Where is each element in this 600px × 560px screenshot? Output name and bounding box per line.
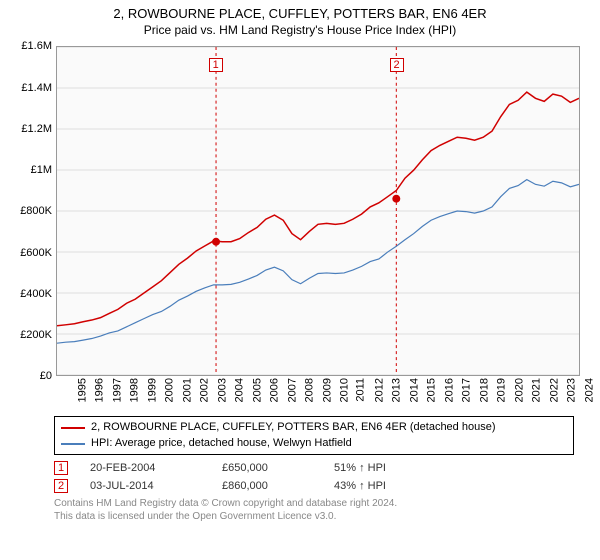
- legend-item: 2, ROWBOURNE PLACE, CUFFLEY, POTTERS BAR…: [61, 420, 567, 435]
- x-tick-label: 2013: [391, 378, 403, 402]
- legend-label: HPI: Average price, detached house, Welw…: [91, 436, 352, 451]
- x-tick-label: 2002: [199, 378, 211, 402]
- legend-item: HPI: Average price, detached house, Welw…: [61, 436, 567, 451]
- y-tick-label: £200K: [12, 329, 52, 341]
- x-tick-label: 2021: [531, 378, 543, 402]
- x-tick-label: 1995: [76, 378, 88, 402]
- y-tick-label: £1.4M: [12, 82, 52, 94]
- x-tick-label: 2006: [269, 378, 281, 402]
- sale-hpi: 51% ↑ HPI: [334, 462, 434, 474]
- sale-row: 2 03-JUL-2014 £860,000 43% ↑ HPI: [54, 479, 588, 493]
- sale-date: 03-JUL-2014: [90, 480, 200, 492]
- x-tick-label: 2009: [321, 378, 333, 402]
- x-tick-label: 2008: [304, 378, 316, 402]
- plot-region: [56, 46, 580, 376]
- x-tick-label: 2024: [583, 378, 595, 402]
- x-tick-label: 1997: [111, 378, 123, 402]
- x-tick-label: 1999: [146, 378, 158, 402]
- chart-container: 2, ROWBOURNE PLACE, CUFFLEY, POTTERS BAR…: [0, 0, 600, 560]
- x-tick-label: 2011: [355, 378, 367, 402]
- sale-price: £860,000: [222, 480, 312, 492]
- footer-line-2: This data is licensed under the Open Gov…: [54, 510, 588, 523]
- y-tick-label: £600K: [12, 247, 52, 259]
- y-tick-label: £800K: [12, 205, 52, 217]
- sale-hpi: 43% ↑ HPI: [334, 480, 434, 492]
- x-tick-label: 1998: [129, 378, 141, 402]
- x-tick-label: 2012: [373, 378, 385, 402]
- x-tick-label: 2016: [443, 378, 455, 402]
- chart-area: £0 £200K £400K £600K £800K £1M £1.2M £1.4M £1.6M…: [12, 42, 588, 412]
- sale-marker-label: 2: [390, 58, 404, 72]
- x-tick-label: 2005: [251, 378, 263, 402]
- x-tick-label: 2014: [408, 378, 420, 402]
- chart-title-main: 2, ROWBOURNE PLACE, CUFFLEY, POTTERS BAR…: [12, 6, 588, 23]
- y-tick-label: £1.6M: [12, 40, 52, 52]
- chart-title-sub: Price paid vs. HM Land Registry's House …: [12, 23, 588, 39]
- x-tick-label: 1996: [94, 378, 106, 402]
- y-tick-label: £1M: [12, 164, 52, 176]
- footer-line-1: Contains HM Land Registry data © Crown c…: [54, 497, 588, 510]
- x-tick-label: 2019: [496, 378, 508, 402]
- x-tick-label: 2007: [286, 378, 298, 402]
- x-tick-label: 2010: [338, 378, 350, 402]
- x-tick-label: 2015: [426, 378, 438, 402]
- footer-text: Contains HM Land Registry data © Crown c…: [54, 497, 588, 523]
- y-tick-label: £0: [12, 370, 52, 382]
- x-tick-label: 2020: [513, 378, 525, 402]
- sale-marker-label: 1: [209, 58, 223, 72]
- x-tick-label: 2018: [478, 378, 490, 402]
- sale-marker-2: 2: [54, 479, 68, 493]
- x-tick-label: 2023: [566, 378, 578, 402]
- y-tick-label: £400K: [12, 288, 52, 300]
- x-tick-label: 2001: [181, 378, 193, 402]
- x-tick-label: 2004: [234, 378, 246, 402]
- y-tick-label: £1.2M: [12, 123, 52, 135]
- sale-row: 1 20-FEB-2004 £650,000 51% ↑ HPI: [54, 461, 588, 475]
- plot-svg: [57, 47, 579, 375]
- sale-date: 20-FEB-2004: [90, 462, 200, 474]
- x-tick-label: 2000: [164, 378, 176, 402]
- legend-swatch: [61, 443, 85, 445]
- sale-price: £650,000: [222, 462, 312, 474]
- legend-swatch: [61, 427, 85, 429]
- sale-table: 1 20-FEB-2004 £650,000 51% ↑ HPI 2 03-JU…: [54, 461, 588, 493]
- x-tick-label: 2003: [216, 378, 228, 402]
- x-tick-label: 2017: [461, 378, 473, 402]
- x-tick-label: 2022: [548, 378, 560, 402]
- legend-label: 2, ROWBOURNE PLACE, CUFFLEY, POTTERS BAR…: [91, 420, 496, 435]
- sale-marker-1: 1: [54, 461, 68, 475]
- legend-box: 2, ROWBOURNE PLACE, CUFFLEY, POTTERS BAR…: [54, 416, 574, 455]
